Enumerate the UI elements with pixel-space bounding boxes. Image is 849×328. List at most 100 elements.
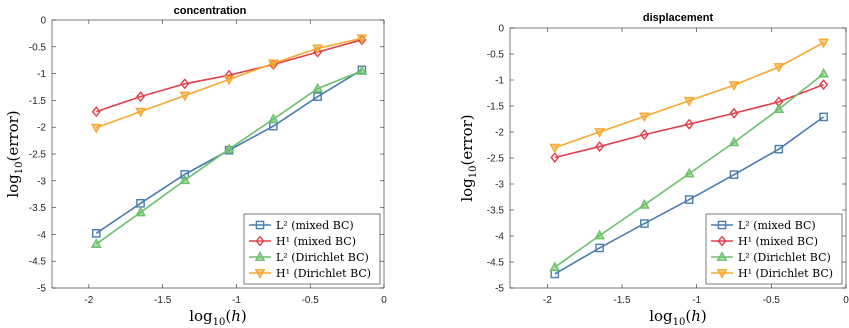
x-tick-label: -1 — [692, 295, 701, 306]
data-point — [356, 34, 368, 45]
data-point — [773, 103, 785, 114]
data-point — [595, 141, 605, 153]
data-point — [819, 112, 828, 122]
data-point — [90, 238, 102, 248]
y-tick-label: -3.5 — [487, 206, 505, 217]
y-tick-label: -3 — [495, 180, 504, 191]
y-tick-label: -4.5 — [29, 257, 47, 268]
y-axis-label: log10(error) — [4, 110, 25, 197]
data-point — [90, 123, 102, 134]
x-tick-label: -1 — [232, 295, 241, 306]
data-point — [639, 112, 650, 123]
y-tick-label: -5 — [37, 284, 46, 295]
y-tick-label: -3 — [37, 176, 46, 187]
y-tick-label: 0 — [40, 16, 46, 27]
x-tick-label: -0.5 — [763, 295, 781, 306]
y-tick-label: -2 — [37, 123, 46, 134]
data-point — [313, 92, 322, 101]
data-point — [135, 206, 146, 217]
legend-entry: L² (mixed BC) — [276, 219, 354, 232]
data-point — [774, 144, 784, 154]
legend-marker — [716, 251, 728, 261]
data-point — [313, 46, 323, 58]
data-point — [729, 170, 739, 179]
data-point — [594, 128, 605, 138]
series-line — [554, 41, 824, 149]
chart-displacement: 0 -0.5 -1 -1.5 -2 -2.5 -3 -3.5 -4 -4.5 -5 -2 -1.5 -1 -… — [458, 12, 849, 328]
data-point — [549, 261, 561, 272]
data-point — [267, 113, 279, 124]
legend: L² (mixed BC) H¹ (mixed BC) L² (Dirichlet … — [705, 213, 843, 285]
data-point — [550, 151, 560, 163]
y-tick-label: -0.5 — [487, 50, 505, 61]
x-tick-label: -2 — [84, 295, 93, 306]
data-point — [819, 79, 829, 91]
data-point — [684, 195, 694, 204]
y-tick-label: -4 — [495, 232, 504, 243]
data-point — [728, 81, 740, 92]
legend-entry: H¹ (mixed BC) — [738, 235, 818, 248]
data-point — [223, 143, 235, 154]
data-point — [595, 243, 604, 253]
chart-title: concentration — [174, 5, 247, 17]
y-tick-label: -0.5 — [29, 42, 47, 53]
data-point — [639, 129, 649, 141]
legend-entry: L² (mixed BC) — [738, 219, 816, 232]
x-tick-label: -1.5 — [154, 295, 172, 306]
y-tick-label: -2.5 — [487, 154, 505, 165]
y-tick-label: -1 — [37, 69, 46, 80]
x-tick-label: 0 — [843, 295, 849, 306]
y-tick-label: -2 — [495, 128, 504, 139]
data-point — [773, 63, 785, 73]
data-point — [136, 91, 146, 103]
series-H¹ (Dirichlet BC) — [90, 34, 368, 134]
x-tick-label: -1.5 — [613, 295, 631, 306]
y-tick-label: -4 — [37, 230, 46, 241]
legend-entry: H¹ (mixed BC) — [276, 235, 356, 248]
x-tick-label: -2 — [543, 295, 552, 306]
legend-entry: H¹ (Dirichlet BC) — [738, 267, 833, 280]
legend-marker — [716, 269, 728, 279]
data-point — [683, 96, 695, 107]
data-point — [683, 167, 695, 178]
x-tick-label: 0 — [381, 295, 387, 306]
legend-entry: L² (Dirichlet BC) — [276, 251, 369, 264]
data-point — [639, 198, 650, 209]
data-point — [356, 65, 368, 75]
series-line — [554, 83, 824, 159]
x-tick-label: -0.5 — [302, 295, 320, 306]
series-L² (Dirichlet BC) — [549, 67, 829, 272]
data-point — [91, 106, 101, 118]
series-H¹ (Dirichlet BC) — [549, 38, 829, 154]
chart-concentration: 0 -0.5 -1 -1.5 -2 -2.5 -3 -3.5 -4 -4.5 -5 -2 -1.5 -1 -… — [4, 5, 387, 328]
y-tick-label: -1.5 — [29, 96, 47, 107]
legend-marker — [717, 220, 727, 230]
data-point — [818, 38, 829, 49]
y-tick-label: 0 — [498, 24, 504, 35]
data-point — [312, 44, 323, 55]
x-axis-label: log10(h) — [649, 307, 707, 328]
data-point — [728, 136, 740, 147]
data-point — [312, 82, 323, 93]
legend-marker — [255, 220, 265, 230]
legend-marker — [255, 235, 265, 247]
y-tick-label: -4.5 — [487, 258, 505, 269]
legend-marker — [254, 251, 266, 261]
data-point — [594, 229, 605, 240]
data-point — [684, 118, 694, 130]
y-tick-label: -2.5 — [29, 150, 47, 161]
legend: L² (mixed BC) H¹ (mixed BC) L² (Dirichlet … — [243, 213, 381, 285]
legend-entry: H¹ (Dirichlet BC) — [276, 267, 371, 280]
data-point — [179, 91, 191, 102]
data-point — [549, 143, 561, 154]
data-point — [179, 174, 191, 185]
data-point — [267, 59, 279, 70]
legend-marker — [717, 235, 727, 247]
y-tick-label: -1 — [495, 76, 504, 87]
x-axis-label: log10(h) — [189, 307, 247, 328]
data-point — [640, 219, 649, 228]
legend-entry: L² (Dirichlet BC) — [738, 251, 831, 264]
y-tick-label: -3.5 — [29, 203, 47, 214]
legend-marker — [254, 269, 266, 279]
series-H¹ (mixed BC) — [550, 79, 829, 163]
